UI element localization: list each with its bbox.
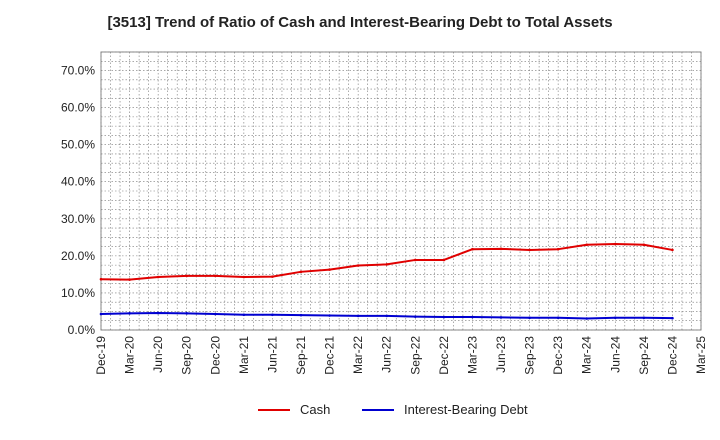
data-point (128, 278, 131, 281)
x-tick-label: Mar-25 (694, 336, 708, 374)
x-tick-label: Mar-24 (580, 336, 594, 374)
data-point (442, 258, 446, 262)
data-point (328, 314, 331, 317)
data-point (413, 315, 417, 318)
x-tick-label: Sep-23 (523, 336, 537, 375)
data-point (271, 313, 274, 317)
data-point (471, 315, 474, 319)
chart-title: [3513] Trend of Ratio of Cash and Intere… (107, 14, 613, 31)
data-point (299, 270, 303, 274)
data-point (471, 247, 474, 251)
data-point (642, 243, 646, 247)
y-tick-label: 10.0% (61, 286, 95, 300)
data-point (99, 312, 103, 316)
data-point (242, 313, 246, 317)
x-tick-label: Jun-21 (265, 336, 279, 373)
data-point (128, 312, 131, 315)
data-point (442, 315, 446, 319)
data-point (271, 275, 274, 278)
data-point (499, 316, 503, 319)
data-point (413, 258, 417, 262)
data-point (213, 312, 217, 316)
data-point (642, 316, 646, 320)
data-point (299, 313, 303, 317)
y-tick-label: 50.0% (61, 138, 95, 152)
x-tick-label: Dec-19 (94, 336, 108, 375)
x-tick-label: Jun-20 (151, 336, 165, 373)
x-tick-label: Sep-24 (637, 336, 651, 375)
data-point (671, 248, 674, 252)
data-point (185, 312, 189, 315)
data-point (528, 316, 531, 320)
x-tick-label: Sep-22 (408, 336, 422, 375)
data-point (613, 316, 617, 320)
legend-interest-bearing-debt-label: Interest-Bearing Debt (404, 402, 528, 417)
x-tick-label: Dec-22 (437, 336, 451, 375)
data-point (385, 263, 389, 266)
y-tick-label: 30.0% (61, 212, 95, 226)
data-point (156, 275, 160, 279)
x-tick-label: Sep-21 (294, 336, 308, 375)
data-point (556, 247, 560, 251)
data-point (613, 242, 617, 246)
x-tick-label: Dec-21 (323, 336, 337, 375)
data-point (528, 248, 531, 252)
y-tick-label: 40.0% (61, 175, 95, 189)
data-point (242, 275, 246, 279)
data-point (585, 317, 589, 320)
data-point (556, 316, 560, 320)
x-tick-label: Mar-20 (123, 336, 137, 374)
plot-area (100, 51, 702, 331)
data-point (671, 316, 674, 320)
data-point (499, 247, 503, 251)
y-tick-label: 60.0% (61, 101, 95, 115)
x-tick-label: Mar-23 (465, 336, 479, 374)
x-tick-label: Jun-24 (608, 336, 622, 373)
data-point (328, 268, 331, 271)
data-point (356, 264, 360, 267)
x-tick-label: Jun-23 (494, 336, 508, 373)
x-tick-label: Dec-24 (665, 336, 679, 375)
y-tick-label: 0.0% (68, 323, 96, 337)
data-point (156, 311, 160, 315)
data-point (356, 314, 360, 318)
x-tick-label: Dec-20 (208, 336, 222, 375)
y-tick-label: 70.0% (61, 64, 95, 78)
y-tick-label: 20.0% (61, 249, 95, 263)
x-tick-label: Dec-23 (551, 336, 565, 375)
x-tick-label: Mar-21 (237, 336, 251, 374)
data-point (585, 243, 589, 247)
data-point (185, 274, 189, 278)
x-tick-label: Sep-20 (180, 336, 194, 375)
data-point (213, 274, 217, 278)
legend-cash-label: Cash (300, 402, 330, 417)
data-point (385, 314, 389, 318)
data-point (99, 277, 103, 281)
x-tick-label: Mar-22 (351, 336, 365, 374)
x-tick-label: Jun-22 (380, 336, 394, 373)
